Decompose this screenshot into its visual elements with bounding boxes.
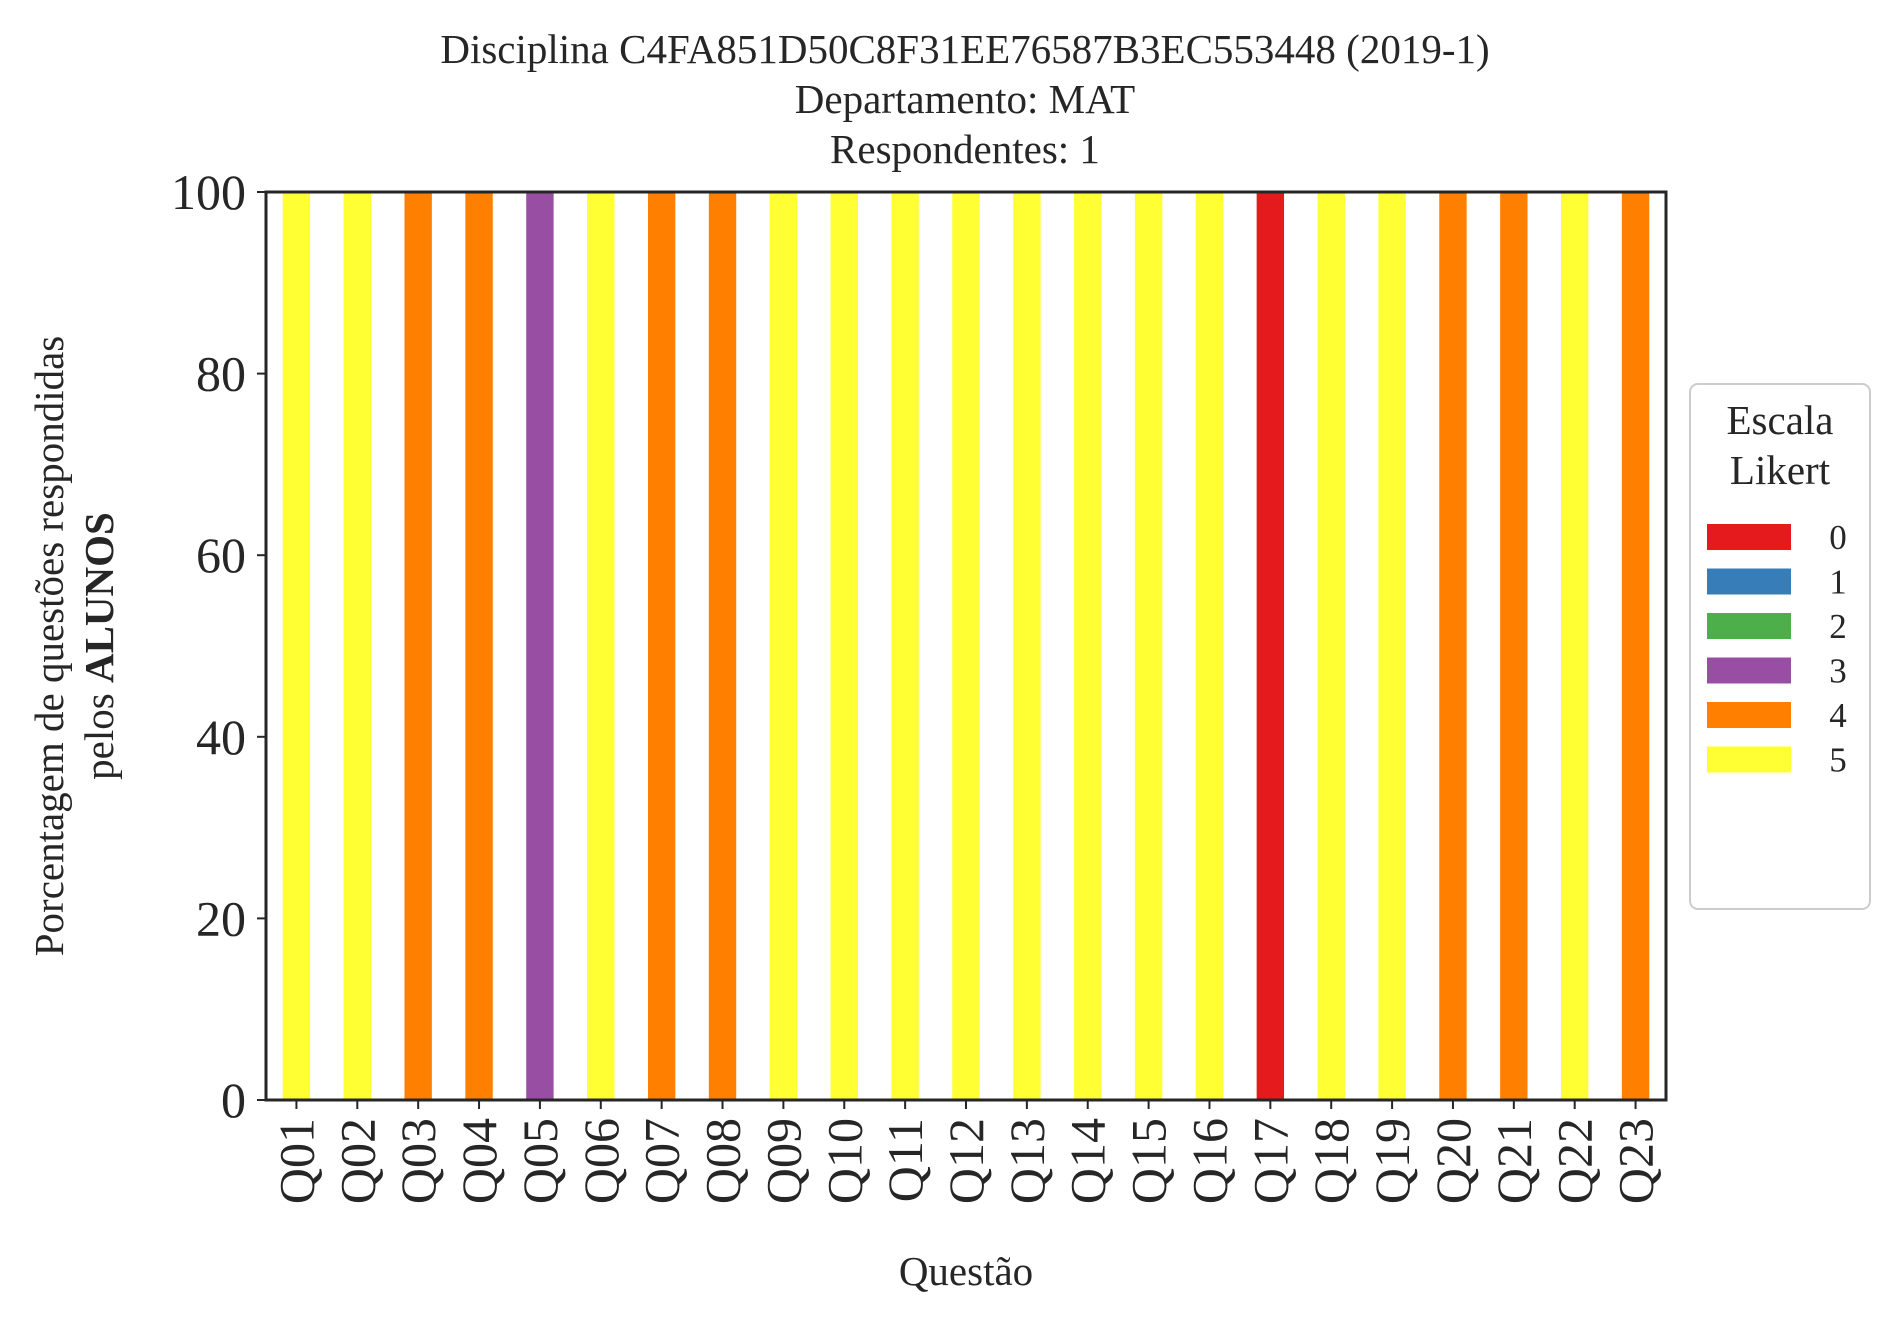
bar-q03-likert-4 [404,192,432,1100]
bar-q12-likert-5 [952,192,980,1100]
y-axis-label-prefix: pelos [76,683,122,780]
legend-swatch-0 [1707,524,1791,550]
x-tick-label-q15: Q15 [1121,1118,1177,1204]
legend-swatch-2 [1707,613,1791,639]
legend-label-2: 2 [1829,607,1847,646]
y-tick-label: 80 [196,346,246,402]
y-tick-label: 100 [171,164,246,220]
x-tick-label-q13: Q13 [999,1118,1055,1204]
legend-swatch-5 [1707,746,1791,773]
title-line-3: Respondentes: 1 [830,126,1100,172]
x-axis-ticks: Q01 Q02 Q03 Q04 Q05 Q06 Q07 Q08 Q09 Q10 Q11 Q12 Q13 Q… [268,1100,1664,1204]
legend-swatch-4 [1707,702,1791,728]
y-tick-label: 0 [221,1072,246,1128]
bar-q22-likert-5 [1561,192,1589,1100]
x-tick-label-q23: Q23 [1608,1118,1664,1204]
x-axis-label: Questão [899,1248,1033,1294]
bar-q09-likert-5 [769,192,798,1100]
x-tick-label-q05: Q05 [512,1118,568,1204]
y-tick-label: 40 [196,709,246,765]
x-tick-label-q11: Q11 [877,1118,933,1202]
title-line-2: Departamento: MAT [795,76,1135,122]
x-tick-label-q09: Q09 [755,1118,811,1204]
x-tick-label-q14: Q14 [1060,1118,1116,1204]
bar-q13-likert-5 [1013,192,1041,1100]
legend-label-3: 3 [1829,652,1847,691]
x-tick-label-q04: Q04 [451,1118,507,1204]
bar-q07-likert-4 [647,192,676,1100]
legend-label-5: 5 [1829,741,1847,780]
bar-q06-likert-5 [587,192,615,1100]
chart-title: Disciplina C4FA851D50C8F31EE76587B3EC553… [440,26,1489,172]
x-tick-label-q17: Q17 [1242,1118,1298,1204]
legend-label-1: 1 [1829,563,1847,602]
bar-q17-likert-0 [1256,192,1285,1100]
x-tick-label-q19: Q19 [1364,1118,1420,1204]
legend-label-0: 0 [1829,518,1847,557]
x-tick-label-q12: Q12 [938,1118,994,1204]
bar-q05-likert-3 [526,192,554,1100]
bar-q18-likert-5 [1317,192,1345,1100]
x-tick-label-q20: Q20 [1425,1118,1481,1204]
x-tick-label-q08: Q08 [695,1118,751,1204]
bar-q10-likert-5 [830,192,858,1100]
x-tick-label-q10: Q10 [816,1118,872,1204]
x-tick-label-q21: Q21 [1486,1118,1542,1204]
y-axis-ticks: 0 20 40 60 80 100 [171,164,266,1128]
x-tick-label-q02: Q02 [329,1118,385,1204]
bar-q16-likert-5 [1195,192,1224,1100]
y-axis-label-bold: ALUNOS [76,512,122,683]
y-tick-label: 20 [196,890,246,946]
bar-q14-likert-5 [1074,192,1102,1100]
bar-q23-likert-4 [1621,192,1650,1100]
legend-label-4: 4 [1829,696,1847,735]
x-tick-label-q18: Q18 [1303,1118,1359,1204]
legend: Escala Likert 0 1 2 3 4 5 [1689,383,1871,910]
title-line-1: Disciplina C4FA851D50C8F31EE76587B3EC553… [440,26,1489,72]
bar-q21-likert-4 [1500,192,1528,1100]
bar-q01-likert-5 [282,192,311,1100]
x-tick-label-q06: Q06 [573,1118,629,1204]
bars-group [282,192,1650,1100]
bar-q08-likert-4 [708,192,737,1100]
legend-title-line-2: Likert [1730,447,1831,493]
x-tick-label-q03: Q03 [390,1118,446,1204]
x-tick-label-q22: Q22 [1547,1118,1603,1204]
x-tick-label-q07: Q07 [634,1118,690,1204]
legend-swatch-1 [1707,568,1791,595]
y-axis-label-line-2: pelos ALUNOS [76,512,122,780]
bar-q15-likert-5 [1134,192,1163,1100]
bar-q20-likert-4 [1439,192,1467,1100]
legend-box [1689,383,1871,910]
legend-title-line-1: Escala [1727,397,1834,443]
bar-q19-likert-5 [1378,192,1406,1100]
legend-items: 0 1 2 3 4 5 [1707,518,1847,780]
bar-q11-likert-5 [891,192,919,1100]
y-axis-label-line-1: Porcentagem de questões respondidas [26,336,72,957]
bar-q04-likert-4 [465,192,493,1100]
x-tick-label-q16: Q16 [1181,1118,1237,1204]
legend-swatch-3 [1707,657,1791,684]
y-tick-label: 60 [196,527,246,583]
bar-q02-likert-5 [343,192,371,1100]
x-tick-label-q01: Q01 [268,1118,324,1204]
